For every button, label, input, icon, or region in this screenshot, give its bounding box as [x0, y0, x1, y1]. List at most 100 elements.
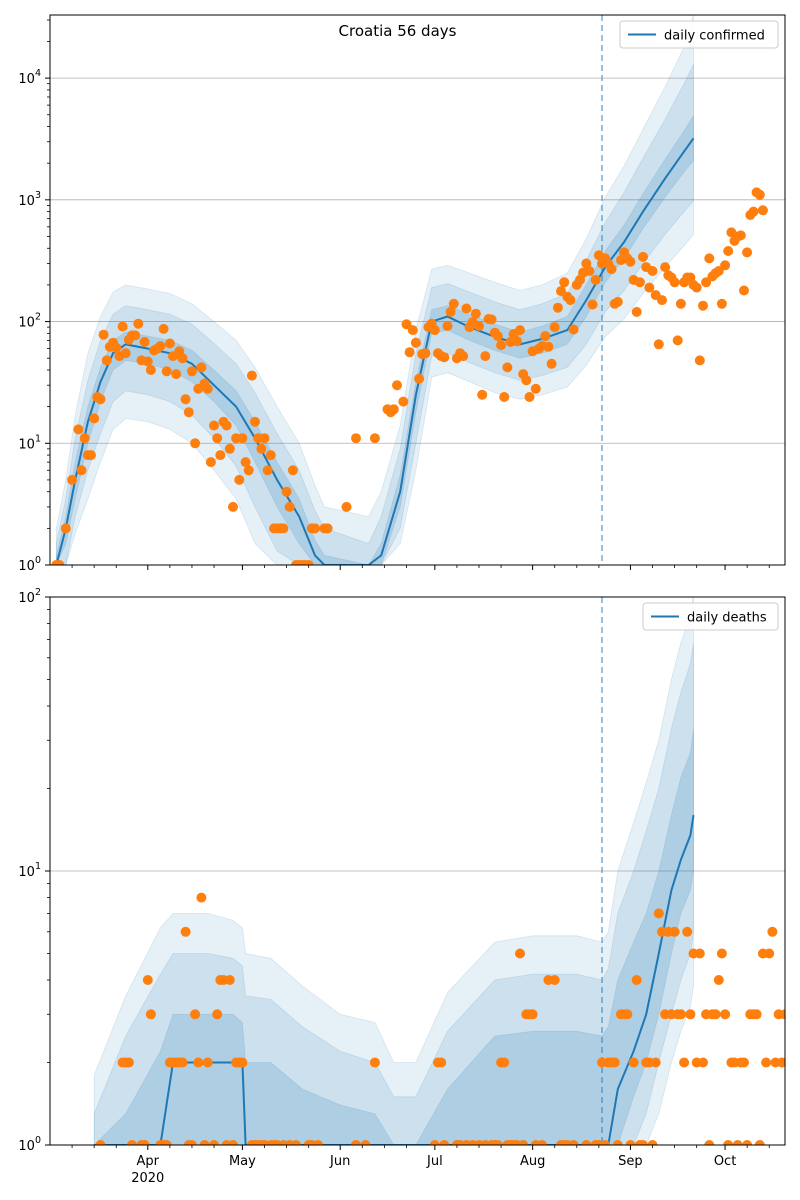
deaths-observed-point: [492, 1140, 503, 1145]
confirmed-observed-point: [86, 450, 96, 461]
deaths-observed-point: [650, 1057, 661, 1068]
confirmed-observed-point: [606, 264, 617, 275]
confirmed-observed-point: [581, 258, 592, 269]
deaths-observed-point: [622, 1009, 633, 1020]
confirmed-observed-point: [748, 206, 759, 217]
confirmed-y-tick-label: 103: [18, 190, 41, 209]
confirmed-observed-point: [155, 341, 166, 351]
confirmed-observed-point: [445, 306, 456, 317]
deaths-observed-point: [439, 1140, 450, 1145]
confirmed-observed-point: [477, 389, 488, 400]
deaths-observed-point: [669, 926, 680, 937]
deaths-observed-point: [351, 1140, 361, 1145]
deaths-observed-point: [732, 1140, 743, 1145]
deaths-observed-point: [224, 975, 235, 985]
deaths-observed-point: [710, 1009, 721, 1020]
confirmed-observed-point: [546, 358, 557, 369]
confirmed-observed-point: [209, 420, 219, 431]
deaths-band-hi50: [93, 728, 694, 1145]
deaths-x-ticks: Apr 2020 May Jun Jul Aug Sep Oct: [71, 1145, 770, 1186]
confirmed-y-tick-base: 10: [18, 437, 35, 452]
deaths-y-tick-base: 10: [18, 865, 35, 880]
confirmed-observed-point: [190, 438, 201, 449]
confirmed-observed-point: [183, 407, 194, 418]
deaths-observed-point: [713, 975, 724, 985]
confirmed-observed-point: [638, 251, 648, 262]
confirmed-observed-point: [120, 348, 131, 359]
confirmed-observed-point: [723, 246, 734, 256]
deaths-observed-point: [600, 1140, 611, 1145]
confirmed-observed-point: [669, 277, 680, 288]
deaths-observed-point: [653, 908, 664, 919]
confirmed-observed-point: [716, 298, 727, 309]
confirmed-observed-point: [398, 396, 409, 407]
deaths-observed-point: [145, 1009, 156, 1020]
deaths-observed-point: [628, 1057, 639, 1068]
deaths-observed-point: [187, 1140, 197, 1145]
confirmed-observed-point: [461, 303, 472, 314]
deaths-observed-point: [682, 926, 693, 937]
deaths-observed-point: [631, 975, 642, 985]
confirmed-observed-point: [256, 443, 267, 454]
deaths-legend-label: daily deaths: [687, 611, 767, 626]
confirmed-observed-point: [502, 362, 513, 373]
confirmed-observed-point: [388, 404, 399, 415]
deaths-observed-points: [95, 892, 785, 1145]
deaths-observed-point: [313, 1140, 324, 1145]
confirmed-observed-points: [51, 187, 768, 565]
confirmed-observed-point: [698, 300, 708, 311]
deaths-observed-point: [212, 1009, 223, 1020]
deaths-model-path: [94, 814, 695, 1145]
confirmed-observed-point: [98, 329, 109, 340]
confirmed-observed-point: [265, 450, 276, 461]
confirmed-observed-point: [407, 325, 418, 336]
deaths-observed-point: [716, 948, 727, 959]
x-tick-label: May: [229, 1154, 256, 1169]
deaths-observed-point: [196, 892, 207, 903]
deaths-legend: daily deaths: [642, 602, 779, 631]
confirmed-observed-point: [474, 321, 484, 331]
deaths-observed-point: [177, 1057, 188, 1068]
confirmed-observed-point: [322, 523, 333, 534]
confirmed-observed-point: [369, 433, 380, 444]
confirmed-observed-point: [559, 277, 570, 288]
confirmed-observed-point: [246, 370, 257, 381]
confirmed-observed-point: [647, 266, 658, 276]
confirmed-observed-point: [392, 380, 402, 391]
deaths-observed-point: [369, 1057, 380, 1068]
deaths-observed-point: [499, 1057, 510, 1068]
confirmed-observed-point: [404, 347, 415, 358]
confirmed-observed-point: [67, 474, 78, 485]
confirmed-observed-point: [448, 298, 459, 309]
confirmed-observed-point: [259, 433, 270, 444]
x-tick-label: Apr: [137, 1154, 160, 1169]
confirmed-observed-point: [631, 306, 642, 317]
confirmed-observed-point: [414, 373, 425, 384]
confirmed-observed-point: [486, 314, 497, 325]
confirmed-y-tick-exp: 4: [35, 68, 41, 79]
confirmed-observed-point: [171, 369, 182, 380]
deaths-legend-box: [642, 602, 779, 631]
deaths-observed-point: [638, 1140, 648, 1145]
confirmed-observed-point: [180, 394, 191, 405]
confirmed-legend-box: [619, 20, 779, 49]
confirmed-y-tick-label: 100: [18, 555, 41, 574]
deaths-observed-point: [739, 1057, 749, 1068]
deaths-y-tick-exp: 2: [35, 587, 41, 598]
confirmed-observed-point: [284, 501, 295, 512]
confirmed-observed-point: [228, 501, 238, 512]
confirmed-observed-point: [694, 355, 705, 366]
confirmed-observed-point: [691, 282, 702, 293]
confirmed-observed-point: [515, 325, 525, 336]
confirmed-y-tick-exp: 1: [35, 433, 41, 444]
confirmed-observed-point: [95, 394, 106, 405]
confirmed-observed-point: [243, 465, 254, 476]
deaths-observed-point: [190, 1009, 201, 1020]
deaths-observed-point: [161, 1140, 172, 1145]
confirmed-observed-point: [420, 348, 431, 359]
deaths-observed-point: [742, 1140, 753, 1145]
confirmed-observed-point: [351, 433, 361, 444]
confirmed-observed-point: [76, 465, 87, 476]
